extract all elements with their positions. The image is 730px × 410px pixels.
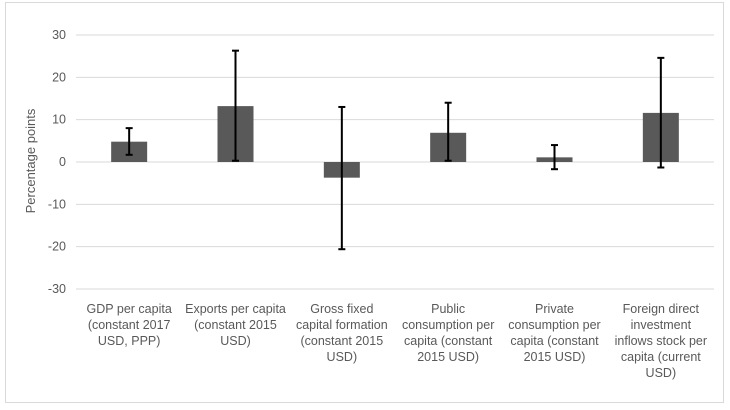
y-tick-label: -30 <box>48 282 66 296</box>
x-axis-category-labels: GDP per capita (constant 2017 USD, PPP) Exp… <box>87 302 707 380</box>
x-category-label: GDP per capita (constant 2017 USD, PPP) <box>87 302 172 348</box>
x-category-label-line: capital formation <box>296 318 388 332</box>
y-axis-title: Percentage points <box>23 108 38 213</box>
x-category-label-line: capita (constant <box>510 334 599 348</box>
x-category-label-line: Public <box>431 302 465 316</box>
x-category-label-line: Exports per capita <box>185 302 286 316</box>
x-category-label-line: (constant 2017 <box>88 318 171 332</box>
chart-frame: 30 20 10 0 -10 -20 -30 GDP per capita (constant… <box>5 2 724 403</box>
error-bars <box>125 49 665 251</box>
bars <box>111 106 679 178</box>
x-category-label-line: USD) <box>327 350 358 364</box>
y-tick-label: -10 <box>48 197 66 211</box>
gridlines <box>76 34 714 290</box>
x-category-label-line: Private <box>535 302 574 316</box>
x-category-label: Gross fixed capital formation (constant 20… <box>296 302 388 364</box>
x-category-label-line: Gross fixed <box>310 302 373 316</box>
y-tick-label: -20 <box>48 240 66 254</box>
x-category-label-line: GDP per capita <box>87 302 172 316</box>
y-axis-tick-labels: 30 20 10 0 -10 -20 -30 <box>48 28 66 296</box>
x-category-label-line: inflows stock per <box>615 334 707 348</box>
x-category-label: Foreign direct investment inflows stock pe… <box>615 302 707 380</box>
x-category-label: Public consumption per capita (constant 201… <box>402 302 494 364</box>
x-category-label-line: USD) <box>646 366 677 380</box>
y-tick-label: 10 <box>52 113 66 127</box>
x-category-label-line: (constant 2015 <box>300 334 383 348</box>
x-category-label-line: USD, PPP) <box>98 334 161 348</box>
y-tick-label: 30 <box>52 28 66 42</box>
y-tick-label: 20 <box>52 70 66 84</box>
x-category-label-line: capita (current <box>621 350 701 364</box>
x-category-label-line: capita (constant <box>404 334 493 348</box>
x-category-label-line: USD) <box>220 334 251 348</box>
x-category-label-line: investment <box>631 318 692 332</box>
x-category-label-line: Foreign direct <box>623 302 700 316</box>
x-category-label-line: 2015 USD) <box>524 350 586 364</box>
x-category-label-line: (constant 2015 <box>194 318 277 332</box>
x-category-label-line: consumption per <box>402 318 494 332</box>
bar-chart: 30 20 10 0 -10 -20 -30 GDP per capita (constant… <box>23 28 714 380</box>
x-category-label: Private consumption per capita (constant 20… <box>508 302 600 364</box>
x-category-label: Exports per capita (constant 2015 USD) <box>185 302 286 348</box>
x-category-label-line: 2015 USD) <box>417 350 479 364</box>
x-category-label-line: consumption per <box>508 318 600 332</box>
y-tick-label: 0 <box>59 155 66 169</box>
